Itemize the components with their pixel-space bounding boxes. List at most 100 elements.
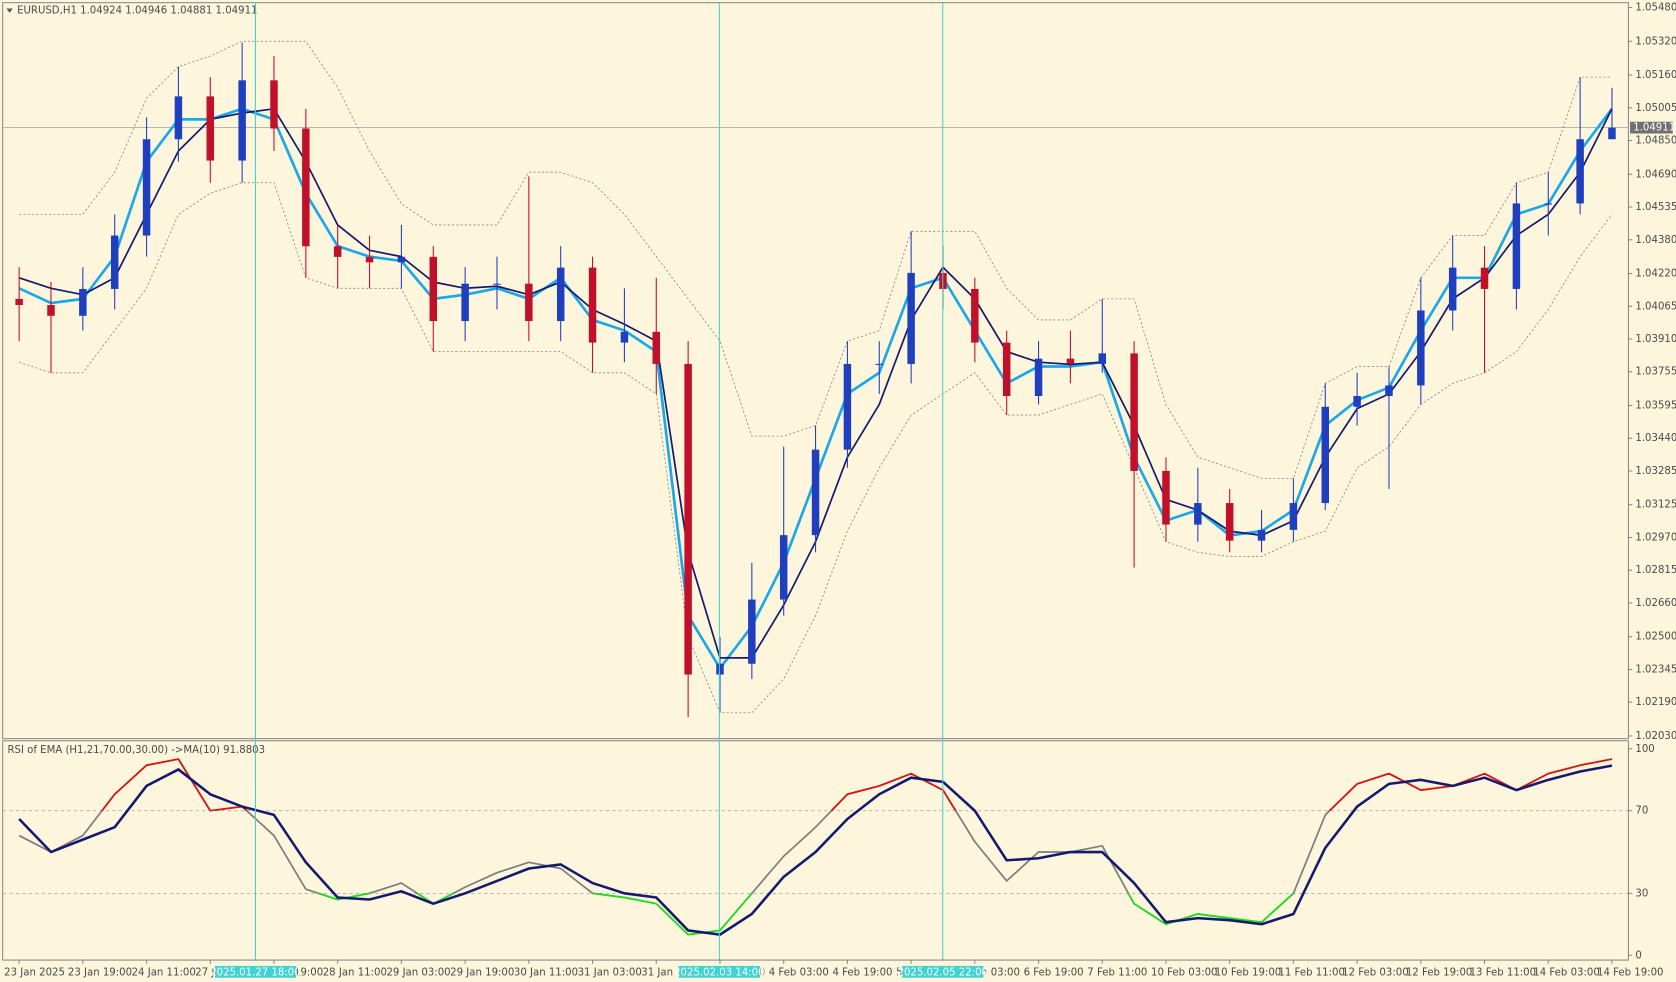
candle-body (429, 256, 438, 322)
candle-body (1544, 203, 1552, 205)
x-tick-label: 12 Feb 19:00 (1406, 967, 1473, 978)
candle-body (1194, 503, 1202, 525)
candle-body (1576, 139, 1584, 204)
candle-body (1066, 358, 1075, 364)
price-tag (1630, 121, 1673, 134)
candle-body (1257, 529, 1266, 541)
x-tick-label: 23 Jan 2025 (4, 967, 65, 978)
candle-body (1417, 310, 1425, 386)
y-tick-label: 1.03125 (1635, 500, 1676, 511)
x-tick-label: 4 Feb 19:00 (832, 967, 892, 978)
price-plot (3, 40, 1628, 718)
candle-body (1002, 342, 1011, 397)
candle-body (206, 96, 215, 161)
marker-tag (214, 965, 297, 978)
candle-body (1289, 503, 1298, 530)
candle-body (238, 80, 246, 161)
candle-body (556, 267, 565, 322)
x-tick-label: 4 Feb 03:00 (769, 967, 829, 978)
candle-body (588, 267, 597, 343)
rsi-plot (3, 758, 1628, 936)
y-tick-label: 0 (1635, 950, 1641, 961)
rsi-frame (2, 740, 1629, 961)
candle-body (1512, 203, 1521, 289)
marker-label: 2025.02.05 22:00 (898, 967, 988, 978)
candle-body (47, 305, 55, 316)
x-tick-label: 6 Feb 19:00 (1024, 967, 1084, 978)
indicator-line (18, 764, 1613, 936)
candle-body (1225, 503, 1234, 541)
candle-body (811, 449, 820, 536)
x-tick-label: 14 Feb 19:00 (1597, 967, 1664, 978)
menu-arrow[interactable] (6, 8, 13, 13)
y-tick-label: 1.05005 (1635, 103, 1676, 114)
indicator-line (18, 182, 1613, 714)
x-tick-label: 12 Feb 03:00 (1342, 967, 1409, 978)
y-tick-label: 30 (1635, 888, 1648, 899)
y-tick-label: 1.04850 (1635, 136, 1676, 147)
x-tick-label: 13 Feb 11:00 (1470, 967, 1537, 978)
y-tick-label: 1.02660 (1635, 598, 1676, 609)
candle-body (15, 298, 23, 306)
x-tick-label: 10 Feb 03:00 (1151, 967, 1218, 978)
x-tick-label: 31 Jan 19:00 (641, 967, 705, 978)
candle-body (1353, 396, 1361, 407)
marker-tags: 2025.01.27 18:00 2025.02.03 14:00 2025.0… (210, 965, 988, 978)
candle-body (748, 599, 756, 664)
candle-body (1130, 353, 1138, 471)
candle-body (971, 288, 979, 343)
x-tick-label: 23 Jan 19:00 (68, 967, 132, 978)
candle-body (397, 256, 406, 263)
y-tick-label: 1.02815 (1635, 565, 1676, 576)
y-tick-label: 1.04690 (1635, 169, 1676, 180)
x-tick-label: 10 Feb 19:00 (1215, 967, 1282, 978)
marker-tag (678, 965, 760, 978)
x-tick-label: 28 Jan 11:00 (323, 967, 387, 978)
candle-body (525, 283, 533, 322)
x-tick-label: 29 Jan 03:00 (386, 967, 450, 978)
candle-body (302, 128, 310, 247)
candle-body (79, 288, 87, 316)
y-tick-label: 1.02190 (1635, 697, 1676, 708)
candle-body (270, 80, 278, 129)
y-tick-label: 1.02345 (1635, 664, 1676, 675)
y-tick-label: 1.04535 (1635, 202, 1676, 213)
y-tick-label: 1.04065 (1635, 301, 1676, 312)
candle-body (1098, 353, 1107, 364)
marker-tag (902, 965, 984, 978)
y-tick-label: 1.03910 (1635, 334, 1676, 345)
candle-body (110, 235, 119, 289)
y-tick-label: 1.02500 (1635, 632, 1676, 643)
candle-body (716, 663, 724, 675)
candle-body (1448, 267, 1457, 311)
y-tick-label: 100 (1635, 744, 1654, 755)
candle-body (174, 96, 183, 140)
candle-body (493, 283, 501, 285)
candle-body (1162, 470, 1170, 525)
marker-label: 2025.02.03 14:00 (674, 967, 764, 978)
rsi-title: RSI of EMA (H1,21,70.00,30.00) ->MA(10) … (7, 745, 265, 756)
candle-body (1321, 406, 1330, 504)
candle-body (1608, 127, 1616, 140)
candle-body (684, 363, 692, 675)
x-tick-label: 24 Jan 11:00 (132, 967, 196, 978)
y-tick-label: 1.05160 (1635, 70, 1676, 81)
y-tick-label: 1.02030 (1635, 731, 1676, 742)
candle-body (1034, 358, 1043, 397)
candle-body (875, 363, 884, 365)
y-tick-label: 1.03755 (1635, 367, 1676, 378)
time-markers (254, 3, 944, 960)
y-tick-label: 70 (1635, 806, 1648, 817)
candle-body (1480, 267, 1489, 289)
candle-body (652, 331, 661, 364)
y-tick-label: 1.02970 (1635, 532, 1676, 543)
candle-body (843, 363, 852, 450)
candle-body (1385, 385, 1393, 397)
candle-body (461, 283, 469, 322)
indicator-line (100, 758, 1613, 811)
y-tick-label: 1.03595 (1635, 401, 1676, 412)
marker-label: 2025.01.27 18:00 (210, 967, 300, 978)
candle-body (620, 331, 629, 343)
